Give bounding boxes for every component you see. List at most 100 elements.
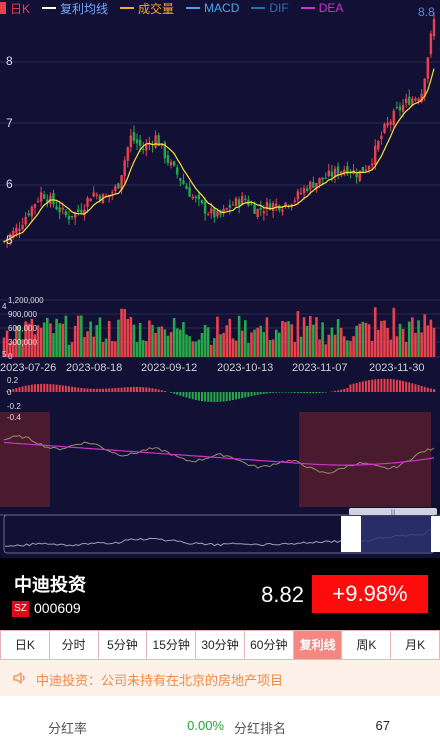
candle-body (380, 135, 383, 140)
candle-body (80, 209, 83, 213)
volume-bar (138, 323, 142, 357)
volume-bar (151, 324, 154, 357)
macd-bar (423, 386, 426, 392)
volume-bar (148, 320, 151, 357)
navigator-window[interactable] (361, 516, 431, 552)
candle-body (256, 209, 259, 217)
macd-bar (392, 379, 395, 392)
legend-label: MACD (204, 1, 240, 15)
volume-bar (191, 341, 195, 357)
notice-text[interactable]: 中迪投资：公司未持有在北京的房地产项目 (36, 673, 284, 688)
candle-body (55, 206, 58, 210)
candle-body (309, 181, 312, 190)
macd-bar (77, 387, 80, 392)
legend-item[interactable]: 成交量 (120, 0, 174, 17)
volume-bar (101, 342, 105, 357)
macd-bar (275, 392, 278, 393)
legend-label: DIF (269, 1, 289, 15)
volume-bar (169, 332, 173, 357)
macd-bar (420, 385, 423, 392)
macd-bar (92, 388, 95, 392)
tab-month-k[interactable]: 月K (391, 630, 440, 660)
legend-item[interactable]: 日K (0, 0, 30, 17)
macd-bar (71, 386, 74, 392)
candle-body (299, 192, 303, 194)
chart-canvas: ||| (0, 12, 440, 554)
candle-body (398, 106, 402, 111)
volume-bar (234, 340, 238, 357)
candle-body (157, 135, 160, 146)
tab-week-k[interactable]: 周K (342, 630, 392, 660)
volume-bar (73, 325, 77, 357)
candle-body (98, 195, 102, 201)
volume-bar (364, 322, 368, 357)
notice-bar[interactable] (0, 660, 440, 696)
macd-bar (368, 380, 371, 392)
macd-bar (250, 392, 253, 397)
macd-bar (269, 392, 272, 394)
volume-bar (386, 328, 389, 357)
candle-body (389, 121, 392, 125)
macd-bar (151, 388, 154, 392)
dividend-rate-label: 分红率 (48, 721, 88, 736)
volume-bar (315, 317, 318, 357)
candle-body (296, 191, 300, 200)
volume-bar (61, 323, 65, 357)
macd-bar (371, 379, 374, 392)
volume-bar (76, 315, 80, 357)
candle-body (250, 204, 253, 206)
vol-tick-0: 1,200,000 (8, 296, 44, 305)
tab-intraday[interactable]: 分时 (49, 630, 99, 660)
macd-bar (216, 392, 219, 402)
macd-bar (64, 385, 67, 392)
tab-5min[interactable]: 5分钟 (98, 630, 148, 660)
volume-bar (274, 329, 278, 357)
macd-bar (272, 392, 275, 393)
kline-chart[interactable]: ||| 日K 复利均线 成交量 MACD DIF DEA 8 7 6 5 8.8 1,20… (0, 0, 440, 558)
volume-bar (268, 339, 272, 357)
candle-body (145, 144, 148, 151)
legend-item[interactable]: 复利均线 (42, 0, 108, 17)
tab-60min[interactable]: 60分钟 (244, 630, 294, 660)
vol-tick-1: 900,000 (8, 310, 37, 319)
candle-body (148, 143, 151, 145)
tab-day-k[interactable]: 日K (0, 630, 50, 660)
volume-bar (33, 334, 37, 357)
volume-bar (132, 324, 136, 357)
legend-item[interactable]: DEA (300, 1, 343, 15)
tab-compound-line[interactable]: 复利线 (293, 630, 343, 660)
volume-bar (259, 325, 263, 357)
macd-bar (299, 392, 302, 394)
volume-bar (104, 338, 108, 357)
candle-body (358, 170, 361, 181)
legend-item[interactable]: MACD (186, 1, 239, 15)
candle-body (179, 178, 182, 181)
macd-bar (238, 392, 241, 399)
volume-bar (367, 324, 371, 357)
macd-bar (312, 392, 315, 394)
tab-30min[interactable]: 30分钟 (196, 630, 245, 660)
navigator-handle[interactable] (349, 508, 437, 515)
volume-bar (46, 317, 49, 357)
volume-bar (352, 336, 355, 357)
candle-body (327, 170, 331, 176)
volume-bar (330, 327, 334, 357)
candle-body (120, 175, 123, 190)
volume-bar (157, 326, 160, 357)
tab-15min[interactable]: 15分钟 (147, 630, 197, 660)
macd-tick-neg0.2: -0.2 (7, 402, 21, 411)
candle-body (185, 186, 188, 190)
legend-item[interactable]: DIF (251, 1, 289, 15)
volume-bar (194, 341, 198, 357)
candle-body (241, 196, 244, 206)
candle-body (117, 183, 120, 189)
macd-bar (402, 380, 405, 392)
macd-bar (225, 392, 228, 402)
macd-bar (309, 392, 312, 394)
macd-bar (429, 388, 432, 392)
volume-bar (287, 321, 290, 357)
macd-bar (408, 382, 411, 392)
volume-bar (95, 325, 99, 357)
volume-bar (80, 315, 83, 357)
candle-body (426, 57, 430, 79)
